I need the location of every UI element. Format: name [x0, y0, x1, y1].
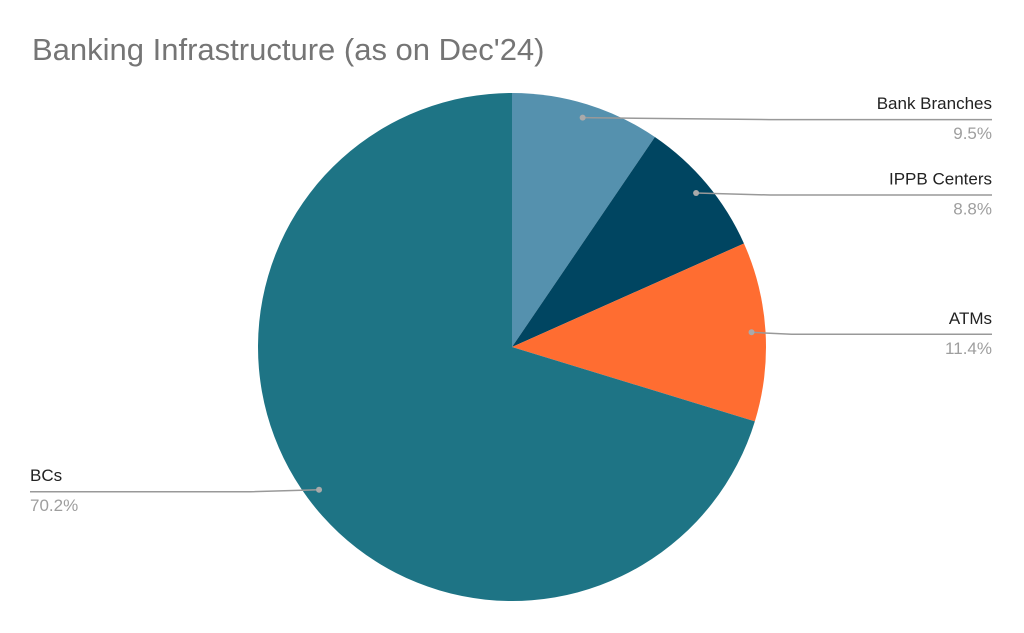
slice-label: ATMs [949, 309, 992, 328]
pie-slice [512, 137, 744, 347]
pie-slice [512, 243, 766, 422]
slice-value-label: 11.4% [945, 339, 992, 358]
leader-dot [579, 114, 586, 121]
slice-value-label: 9.5% [953, 124, 992, 143]
slice-label: IPPB Centers [889, 170, 992, 189]
leader-dot [693, 190, 700, 197]
pie-slice [258, 93, 755, 601]
slice-value-label: 8.8% [953, 200, 992, 219]
slice-label: Bank Branches [877, 94, 992, 113]
leader-dot [748, 329, 755, 336]
chart-title: Banking Infrastructure (as on Dec'24) [32, 32, 545, 67]
leader-dot [316, 486, 323, 493]
slice-value-label: 70.2% [30, 496, 78, 515]
leader-line [696, 192, 992, 196]
leader-line [30, 488, 320, 493]
leader-line [582, 116, 992, 121]
slice-label: BCs [30, 466, 62, 485]
pie-slice [512, 93, 655, 347]
leader-line [751, 331, 992, 336]
